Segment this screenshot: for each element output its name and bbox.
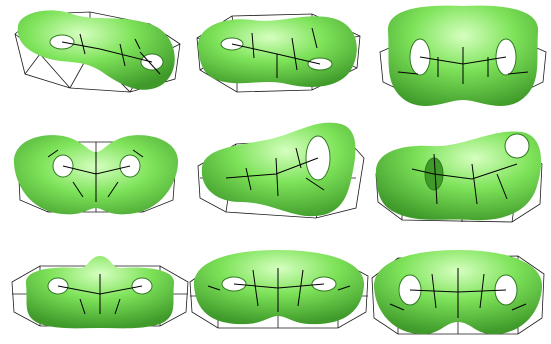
panel-r3c1: [10, 254, 190, 334]
panel-r1c3: [378, 2, 548, 112]
panel-r2c3: [372, 124, 546, 224]
panel-r2c2: [196, 118, 366, 222]
panel-r1c2: [192, 8, 364, 96]
panel-r3c3: [370, 248, 546, 340]
panel-r3c2: [188, 246, 370, 336]
panel-r2c1: [8, 122, 184, 222]
panel-r1c1: [10, 4, 185, 96]
